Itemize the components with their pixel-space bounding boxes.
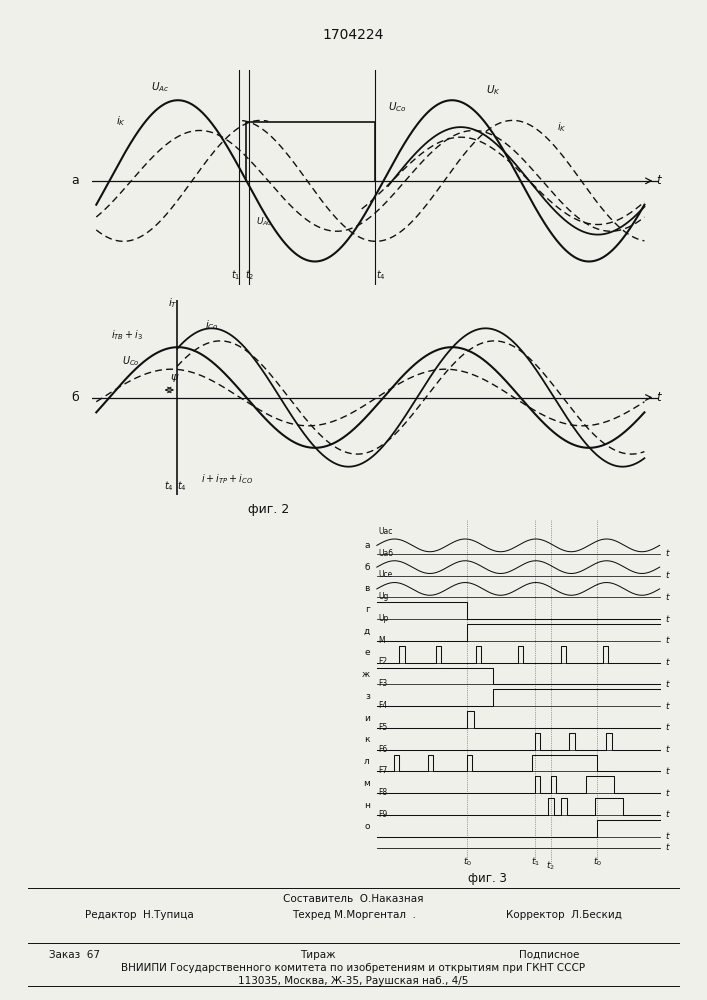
Text: $t_4$: $t_4$ <box>177 479 187 493</box>
Text: t: t <box>665 549 669 558</box>
Text: о: о <box>364 822 370 831</box>
Text: м: м <box>363 779 370 788</box>
Text: фиг. 3: фиг. 3 <box>469 872 507 885</box>
Text: $t_1$: $t_1$ <box>531 855 539 868</box>
Text: $i_K$: $i_K$ <box>116 114 127 128</box>
Text: t: t <box>665 745 669 754</box>
Text: t: t <box>665 702 669 711</box>
Text: ВНИИПИ Государственного комитета по изобретениям и открытиям при ГКНТ СССР: ВНИИПИ Государственного комитета по изоб… <box>122 963 585 973</box>
Text: Uр: Uр <box>378 614 389 623</box>
Text: $t_1$: $t_1$ <box>230 268 240 282</box>
Text: t: t <box>665 636 669 645</box>
Text: а: а <box>71 174 78 187</box>
Text: л: л <box>364 757 370 766</box>
Text: $t_0$: $t_0$ <box>463 855 472 868</box>
Text: Техред М.Моргентал  .: Техред М.Моргентал . <box>291 910 416 920</box>
Text: и: и <box>364 714 370 723</box>
Text: $U_{Co}$: $U_{Co}$ <box>388 100 407 114</box>
Text: F3: F3 <box>378 679 387 688</box>
Text: Тираж: Тираж <box>300 950 336 960</box>
Text: Заказ  67: Заказ 67 <box>49 950 100 960</box>
Text: Uас: Uас <box>378 527 392 536</box>
Text: t: t <box>665 658 669 667</box>
Text: Составитель  О.Наказная: Составитель О.Наказная <box>284 894 423 904</box>
Text: F5: F5 <box>378 723 387 732</box>
Text: ж: ж <box>362 670 370 679</box>
Text: F6: F6 <box>378 745 387 754</box>
Text: t: t <box>665 680 669 689</box>
Text: t: t <box>665 571 669 580</box>
Text: $i+i_{TP}+i_{CO}$: $i+i_{TP}+i_{CO}$ <box>201 472 253 486</box>
Text: б: б <box>71 391 78 404</box>
Text: $i_K$: $i_K$ <box>557 120 567 134</box>
Text: $U_{A0}$: $U_{A0}$ <box>256 216 272 228</box>
Text: t: t <box>665 767 669 776</box>
Text: t: t <box>657 174 661 187</box>
Text: $i_{Co}$: $i_{Co}$ <box>205 318 219 332</box>
Text: $U_{Co}$: $U_{Co}$ <box>122 354 140 368</box>
Text: з: з <box>365 692 370 701</box>
Text: F9: F9 <box>378 810 387 819</box>
Text: в: в <box>364 584 370 593</box>
Text: к: к <box>364 735 370 744</box>
Text: t: t <box>665 789 669 798</box>
Text: t: t <box>657 391 661 404</box>
Text: F2: F2 <box>378 657 387 666</box>
Text: F7: F7 <box>378 766 387 775</box>
Text: Ug: Ug <box>378 592 389 601</box>
Text: е: е <box>364 648 370 657</box>
Text: t: t <box>665 723 669 732</box>
Text: $t_4$: $t_4$ <box>376 268 386 282</box>
Text: $\psi$: $\psi$ <box>170 372 179 384</box>
Text: $t_2$: $t_2$ <box>547 860 555 872</box>
Text: $i_T$: $i_T$ <box>168 296 177 310</box>
Text: t: t <box>665 615 669 624</box>
Text: Корректор  Л.Бескид: Корректор Л.Бескид <box>506 910 622 920</box>
Text: Редактор  Н.Тупица: Редактор Н.Тупица <box>85 910 194 920</box>
Text: М: М <box>378 636 385 645</box>
Text: t: t <box>665 593 669 602</box>
Text: б: б <box>364 563 370 572</box>
Text: t: t <box>665 810 669 819</box>
Text: 113035, Москва, Ж-35, Раушская наб., 4/5: 113035, Москва, Ж-35, Раушская наб., 4/5 <box>238 976 469 986</box>
Text: $t_2$: $t_2$ <box>245 268 254 282</box>
Text: $t_4$: $t_4$ <box>164 479 174 493</box>
Text: $t_0$: $t_0$ <box>593 855 602 868</box>
Text: t: t <box>665 843 669 852</box>
Text: Uсе: Uсе <box>378 570 392 579</box>
Text: 1704224: 1704224 <box>323 28 384 42</box>
Text: н: н <box>364 801 370 810</box>
Text: $i_{TB}+i_3$: $i_{TB}+i_3$ <box>111 328 143 342</box>
Text: F8: F8 <box>378 788 387 797</box>
Text: $U_K$: $U_K$ <box>486 84 501 97</box>
Text: фиг. 2: фиг. 2 <box>248 503 289 516</box>
Text: д: д <box>363 627 370 636</box>
Text: Подписное: Подписное <box>520 950 580 960</box>
Text: Uаб: Uаб <box>378 549 393 558</box>
Text: F4: F4 <box>378 701 387 710</box>
Text: $U_{Ac}$: $U_{Ac}$ <box>151 80 170 94</box>
Text: г: г <box>365 605 370 614</box>
Text: а: а <box>364 541 370 550</box>
Text: t: t <box>665 832 669 841</box>
